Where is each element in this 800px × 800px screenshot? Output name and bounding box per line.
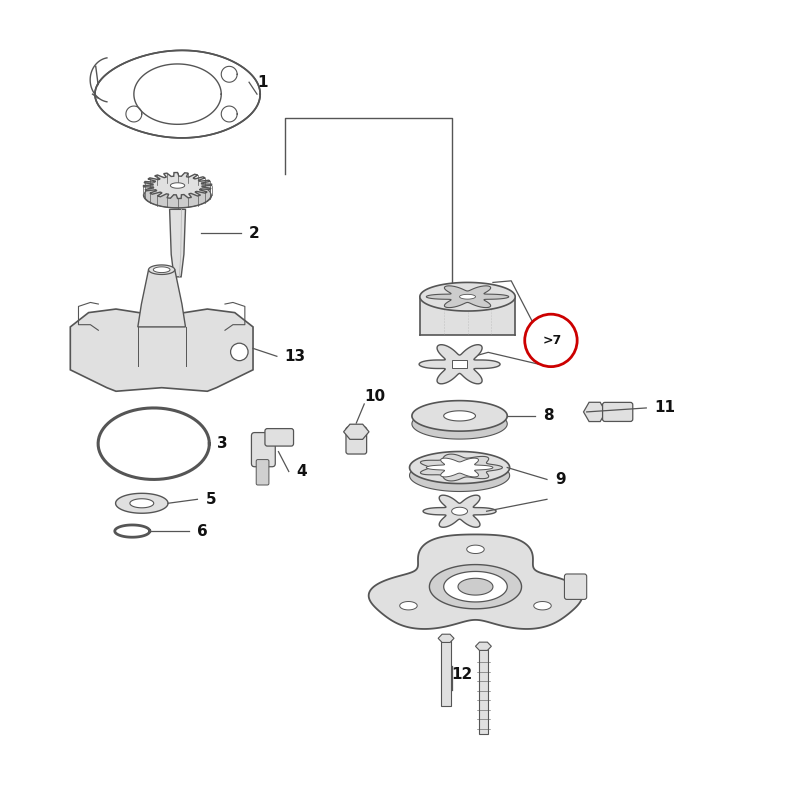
Polygon shape [466, 545, 484, 554]
Polygon shape [475, 642, 491, 650]
Polygon shape [149, 265, 174, 274]
Polygon shape [458, 578, 493, 595]
Polygon shape [369, 534, 582, 629]
Text: 4: 4 [297, 464, 307, 479]
FancyBboxPatch shape [346, 427, 366, 454]
Polygon shape [453, 360, 466, 368]
Polygon shape [442, 638, 451, 706]
Polygon shape [143, 173, 212, 198]
Text: 10: 10 [364, 389, 386, 403]
Polygon shape [459, 294, 475, 299]
Polygon shape [412, 409, 507, 439]
Polygon shape [410, 459, 510, 491]
Polygon shape [420, 282, 515, 311]
Polygon shape [412, 401, 507, 431]
Polygon shape [138, 270, 186, 327]
Polygon shape [426, 286, 509, 308]
Polygon shape [130, 498, 154, 508]
Polygon shape [420, 297, 515, 335]
Polygon shape [478, 646, 488, 734]
Ellipse shape [144, 182, 211, 208]
Polygon shape [534, 602, 551, 610]
FancyBboxPatch shape [565, 574, 586, 599]
Polygon shape [170, 182, 185, 188]
FancyBboxPatch shape [265, 429, 294, 446]
Polygon shape [444, 571, 507, 602]
Polygon shape [410, 451, 510, 483]
Polygon shape [583, 402, 606, 422]
Text: 2: 2 [249, 226, 260, 241]
Polygon shape [170, 210, 186, 277]
Polygon shape [430, 565, 522, 609]
Polygon shape [400, 602, 417, 610]
Polygon shape [70, 309, 253, 391]
Text: 1: 1 [257, 74, 267, 90]
Ellipse shape [230, 343, 248, 361]
Text: 9: 9 [555, 472, 566, 487]
Polygon shape [343, 424, 369, 439]
FancyBboxPatch shape [251, 433, 275, 466]
Text: 5: 5 [206, 492, 216, 507]
Polygon shape [426, 458, 493, 477]
Text: 11: 11 [654, 401, 675, 415]
Polygon shape [423, 495, 496, 527]
FancyBboxPatch shape [602, 402, 633, 422]
Text: 3: 3 [218, 436, 228, 451]
Text: 12: 12 [452, 666, 473, 682]
Polygon shape [95, 50, 260, 138]
Polygon shape [154, 267, 170, 273]
Polygon shape [116, 494, 168, 514]
Polygon shape [421, 454, 502, 481]
Polygon shape [444, 411, 475, 421]
FancyBboxPatch shape [256, 459, 269, 485]
Text: 6: 6 [198, 523, 208, 538]
Text: 8: 8 [543, 408, 554, 423]
Polygon shape [452, 507, 467, 515]
Text: >7: >7 [543, 334, 562, 347]
Polygon shape [419, 345, 500, 384]
Polygon shape [438, 634, 454, 642]
Text: 13: 13 [285, 349, 306, 364]
